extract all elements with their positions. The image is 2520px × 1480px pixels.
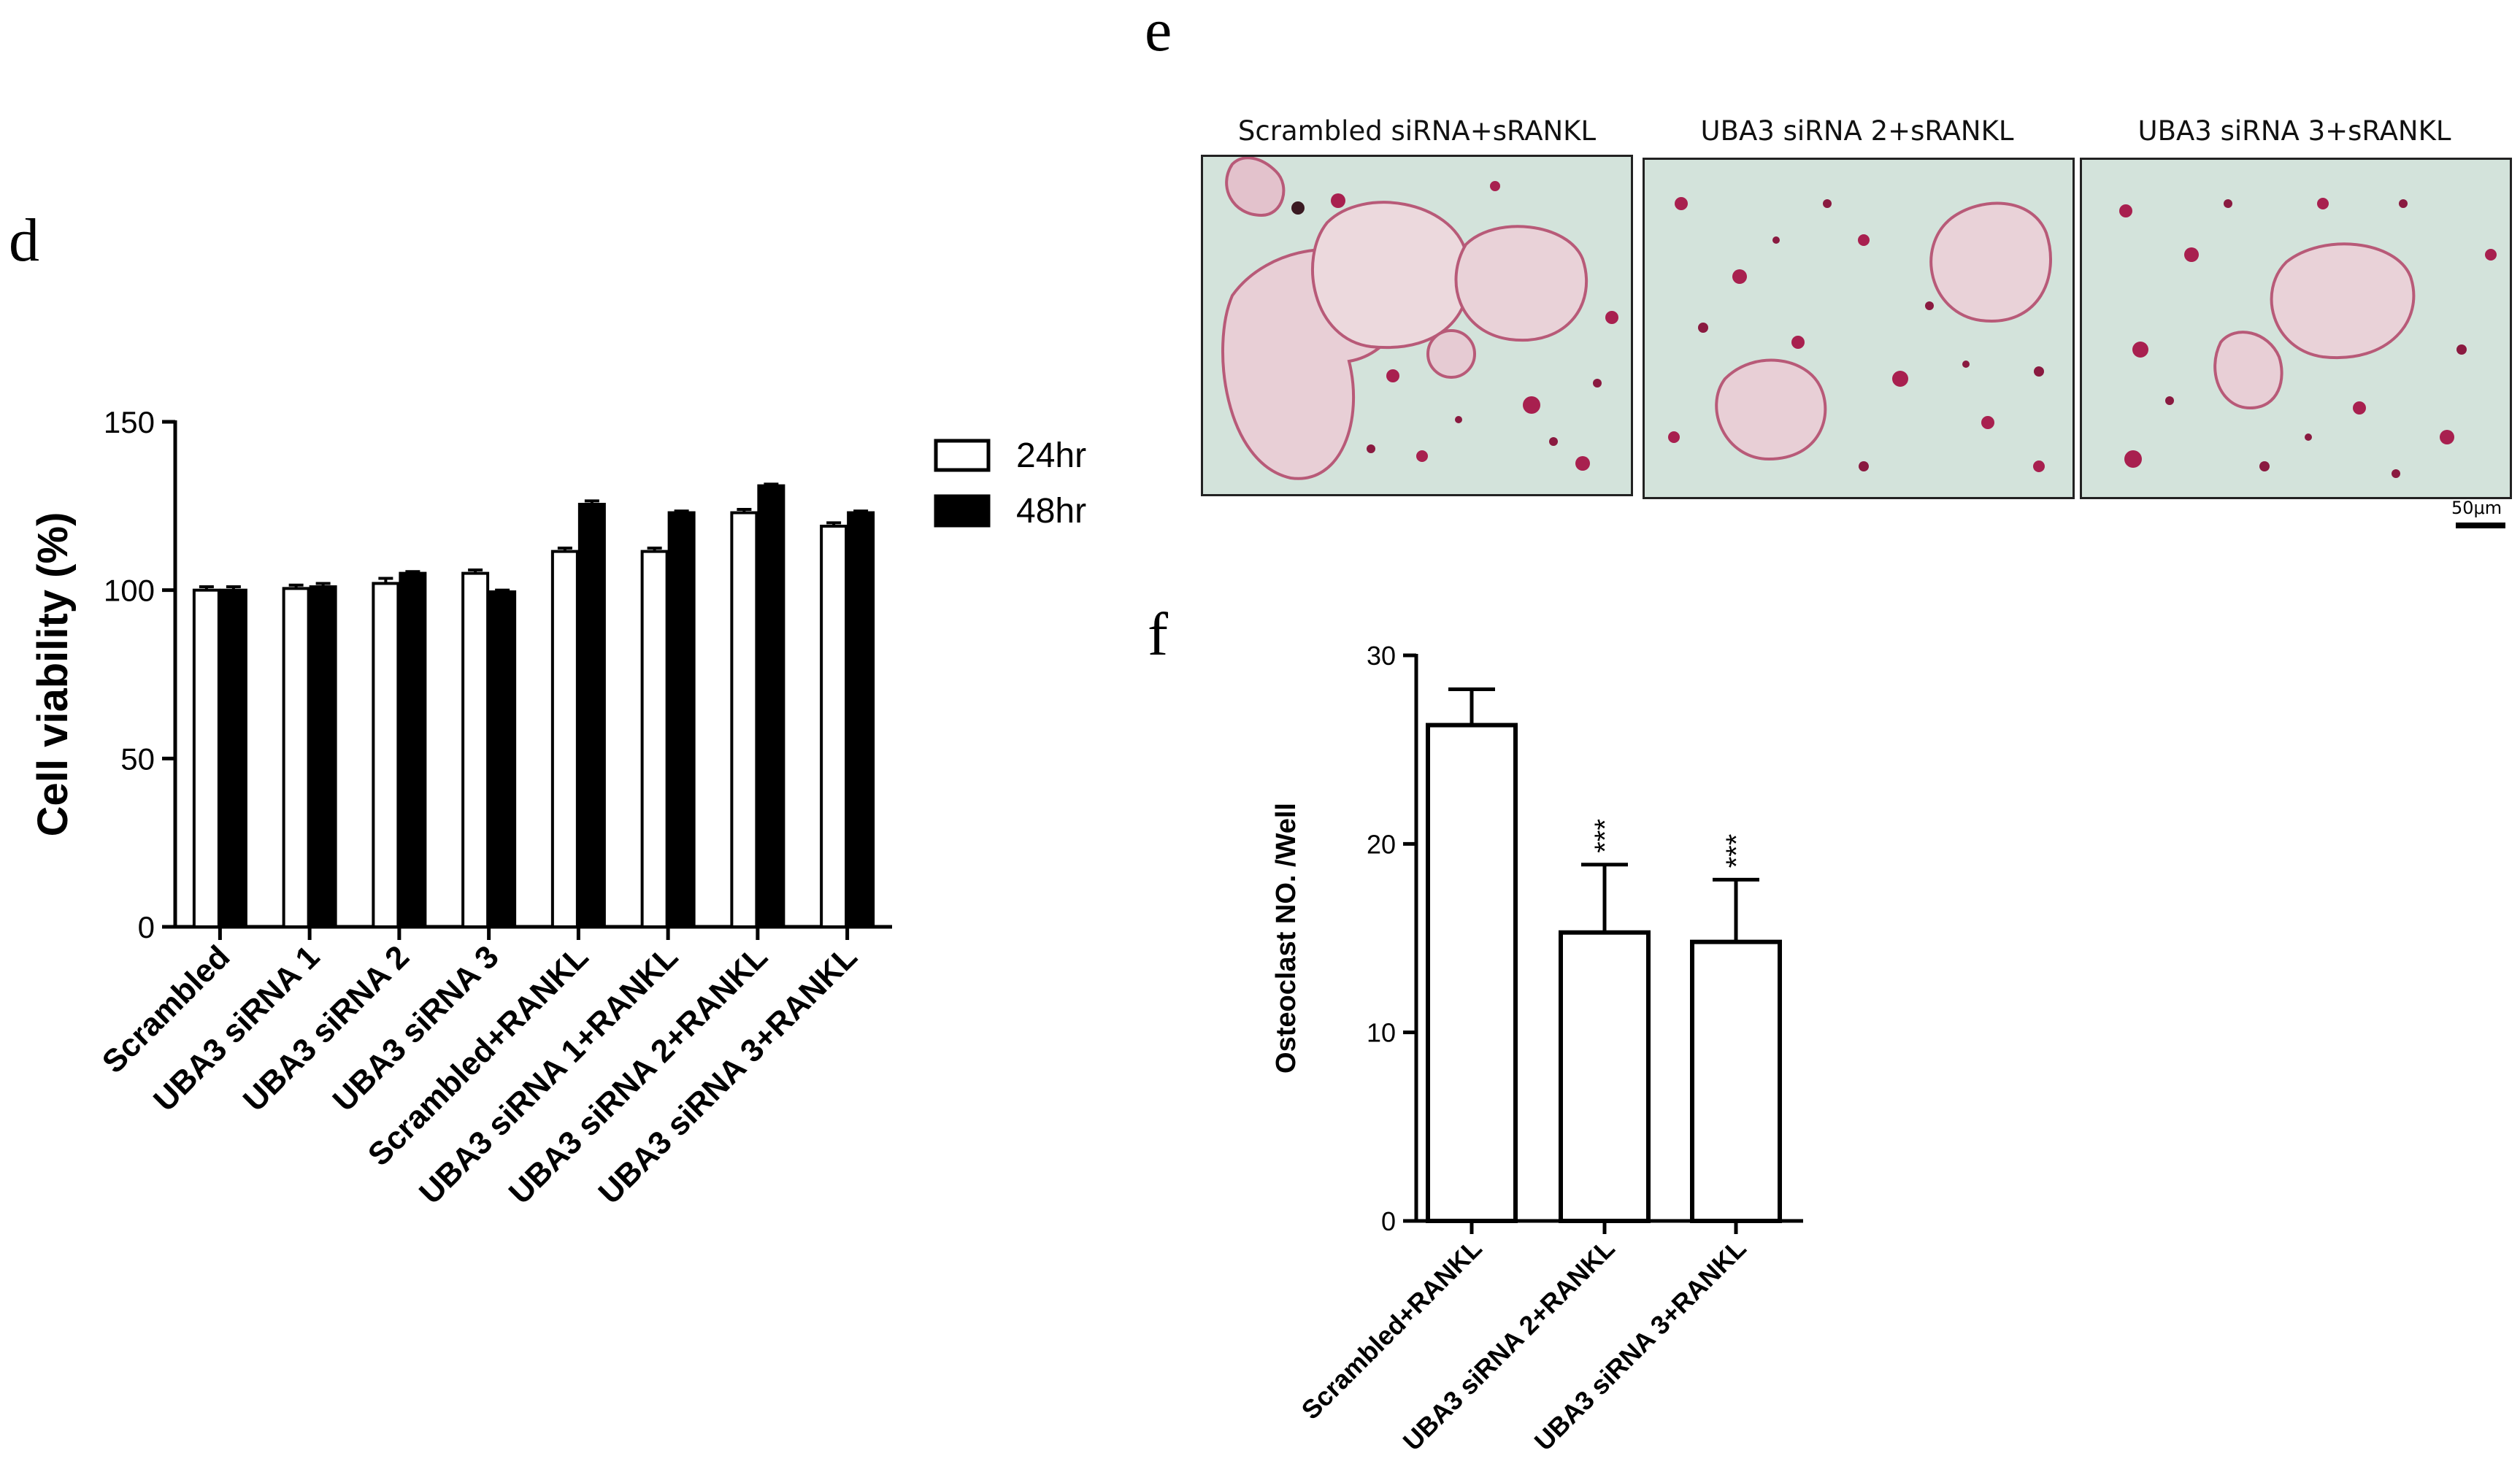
bar-48hr-uba3-sirna-3-rankl [847, 511, 875, 928]
bar-24hr-uba3-sirna-2 [372, 582, 400, 928]
micrograph-title-scrambled: Scrambled siRNA+sRANKL [1237, 115, 1597, 147]
f-y-tick-label-20: 20 [1367, 829, 1396, 859]
bar-48hr-uba3-sirna-1 [309, 585, 337, 928]
bar-24hr-uba3-sirna-1 [282, 587, 310, 928]
panel-letter-d: d [9, 207, 39, 274]
y-axis-label: Cell viability (%) [29, 512, 77, 837]
f-bar-scrambled-rankl [1426, 722, 1518, 1223]
bar-48hr-scrambled [219, 588, 247, 929]
panel-letter-e: e [1145, 0, 1172, 64]
bar-48hr-uba3-sirna-2-rankl [757, 484, 785, 928]
bar-24hr-uba3-sirna-2-rankl [730, 511, 758, 928]
x-tick-label-uba3-sirna-1: UBA3 siRNA 1 [147, 939, 326, 1118]
panel-letter-f: f [1148, 601, 1168, 668]
bar-24hr-uba3-sirna-3-rankl [820, 525, 848, 928]
legend-swatch-24hr [934, 439, 991, 472]
micrograph-uba3-sirna2-drawing [1645, 160, 2073, 497]
x-tick-label-uba3-sirna-2: UBA3 siRNA 2 [237, 939, 416, 1118]
scale-bar-label: 50μm [2451, 498, 2502, 518]
legend-label-24hr: 24hr [1016, 436, 1086, 475]
legend-label-48hr: 48hr [1016, 492, 1086, 531]
x-tick-label-uba3-sirna-3: UBA3 siRNA 3 [326, 939, 506, 1118]
y-tick-label-0: 0 [138, 910, 155, 944]
f-x-tick-label-uba3-sirna-3-rankl: UBA3 siRNA 3+RANKL [1529, 1233, 1752, 1457]
legend-swatch-48hr [934, 494, 991, 528]
bar-24hr-scrambled [192, 588, 220, 929]
f-y-axis-label: Osteoclast NO. /Well [1271, 803, 1302, 1074]
bar-24hr-scrambled-rankl [550, 550, 579, 928]
f-bar-uba3-sirna-2-rankl [1559, 930, 1651, 1223]
micrograph-scrambled [1201, 155, 1633, 496]
micrograph-title-uba3-sirna3: UBA3 siRNA 3+sRANKL [2137, 115, 2451, 147]
micrograph-uba3-sirna2 [1643, 158, 2075, 499]
f-y-tick-label-10: 10 [1367, 1018, 1396, 1048]
y-tick-label-100: 100 [104, 574, 155, 608]
bar-24hr-uba3-sirna-1-rankl [640, 550, 669, 928]
bar-48hr-scrambled-rankl [577, 503, 606, 928]
bar-24hr-uba3-sirna-3 [461, 571, 490, 928]
micrograph-uba3-sirna3 [2080, 158, 2512, 499]
micrograph-uba3-sirna3-drawing [2082, 160, 2510, 497]
f-bar-uba3-sirna-3-rankl [1690, 939, 1782, 1223]
f-y-tick-label-0: 0 [1381, 1206, 1396, 1236]
bar-48hr-uba3-sirna-3 [488, 590, 517, 928]
scale-bar [2456, 523, 2505, 528]
f-significance-uba3-sirna-2-rankl: *** [1589, 819, 1621, 853]
micrograph-title-uba3-sirna2: UBA3 siRNA 2+sRANKL [1700, 115, 2014, 147]
bar-48hr-uba3-sirna-1-rankl [667, 511, 696, 928]
f-x-tick-label-uba3-sirna-2-rankl: UBA3 siRNA 2+RANKL [1397, 1233, 1621, 1457]
f-significance-uba3-sirna-3-rankl: *** [1721, 834, 1753, 868]
micrograph-scrambled-drawing [1203, 157, 1631, 494]
bar-48hr-uba3-sirna-2 [399, 571, 427, 928]
y-tick-label-150: 150 [104, 405, 155, 439]
y-tick-label-50: 50 [120, 741, 155, 776]
f-y-tick-label-30: 30 [1367, 641, 1396, 671]
